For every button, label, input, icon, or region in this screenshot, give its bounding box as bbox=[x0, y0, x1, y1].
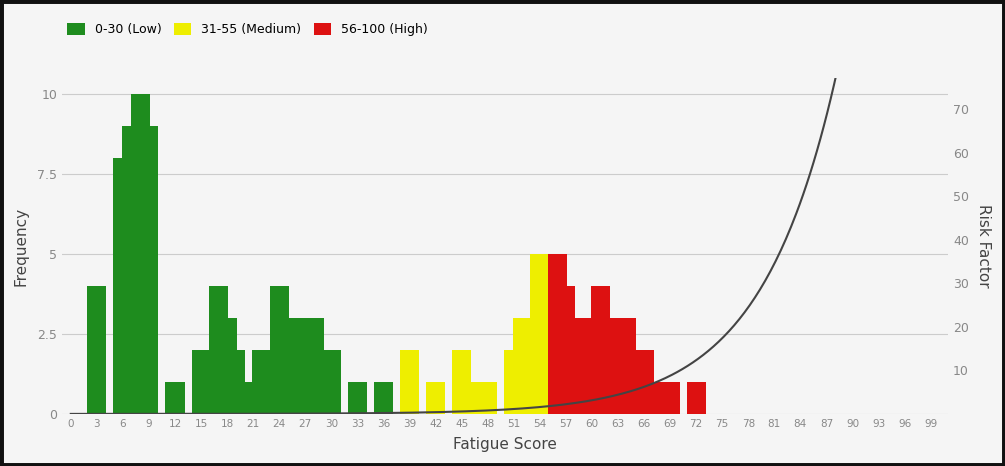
Bar bbox=[426, 382, 445, 414]
Bar bbox=[287, 350, 307, 414]
Bar bbox=[582, 318, 601, 414]
Bar bbox=[131, 95, 150, 414]
Bar bbox=[531, 254, 550, 414]
Bar bbox=[643, 382, 662, 414]
Bar bbox=[87, 286, 107, 414]
Bar bbox=[522, 318, 541, 414]
Bar bbox=[374, 382, 393, 414]
Bar bbox=[686, 382, 706, 414]
Bar bbox=[192, 350, 211, 414]
Bar bbox=[252, 350, 271, 414]
Bar bbox=[305, 318, 324, 414]
Bar bbox=[617, 318, 636, 414]
Bar bbox=[591, 286, 610, 414]
Bar bbox=[166, 382, 185, 414]
Bar bbox=[565, 318, 584, 414]
Bar bbox=[114, 158, 133, 414]
Y-axis label: Frequency: Frequency bbox=[14, 206, 29, 286]
Bar bbox=[140, 126, 159, 414]
Bar bbox=[660, 382, 679, 414]
Bar bbox=[243, 382, 262, 414]
Bar bbox=[539, 286, 558, 414]
Bar bbox=[209, 286, 228, 414]
Bar bbox=[634, 350, 653, 414]
Bar bbox=[513, 318, 532, 414]
Bar bbox=[322, 350, 341, 414]
Bar bbox=[278, 318, 297, 414]
Bar bbox=[122, 126, 141, 414]
Bar bbox=[574, 318, 593, 414]
Bar bbox=[557, 286, 576, 414]
Bar bbox=[505, 350, 524, 414]
Y-axis label: Risk Factor: Risk Factor bbox=[976, 205, 991, 288]
Bar bbox=[400, 350, 419, 414]
Bar bbox=[548, 254, 567, 414]
Bar bbox=[200, 350, 219, 414]
Bar bbox=[295, 318, 315, 414]
Bar bbox=[348, 382, 367, 414]
Bar bbox=[608, 318, 627, 414]
Bar bbox=[460, 382, 479, 414]
Bar bbox=[478, 382, 497, 414]
Bar bbox=[226, 350, 245, 414]
X-axis label: Fatigue Score: Fatigue Score bbox=[453, 437, 557, 452]
Bar bbox=[217, 318, 236, 414]
Bar bbox=[269, 286, 288, 414]
Legend: 0-30 (Low), 31-55 (Medium), 56-100 (High): 0-30 (Low), 31-55 (Medium), 56-100 (High… bbox=[62, 18, 433, 41]
Bar bbox=[452, 350, 471, 414]
